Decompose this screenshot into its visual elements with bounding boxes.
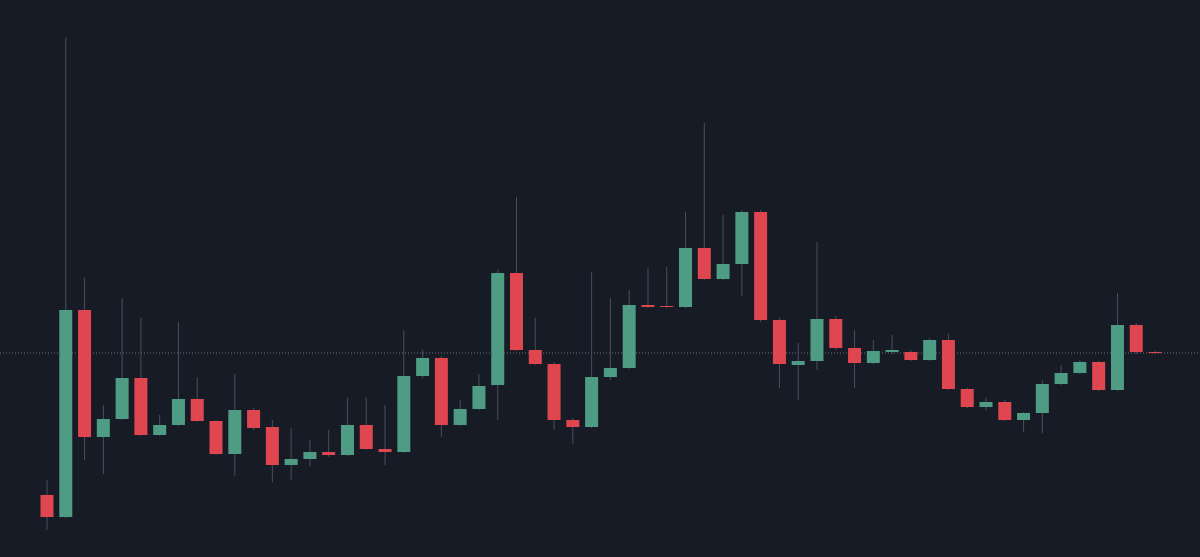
candle-body	[641, 305, 655, 307]
candle-body	[416, 358, 430, 376]
candle-body	[528, 350, 542, 364]
candle-body	[134, 378, 148, 435]
candle-body	[754, 212, 768, 320]
candle-body	[716, 264, 730, 279]
candle-body	[397, 376, 411, 452]
candle-body	[791, 361, 805, 365]
candle-body	[660, 306, 674, 307]
candle-body	[59, 310, 73, 517]
candle-body	[622, 305, 636, 368]
candle-body	[209, 421, 223, 454]
candle-body	[848, 348, 862, 363]
candle-body	[810, 319, 824, 361]
candle-body	[378, 449, 392, 452]
candle-body	[1054, 373, 1068, 384]
candle-body	[40, 495, 54, 517]
candle-body	[228, 410, 242, 454]
candle-body	[1110, 325, 1124, 390]
candle-body	[603, 368, 617, 377]
candle-body	[547, 364, 561, 420]
candle-body	[284, 459, 298, 465]
candle-body	[434, 358, 448, 425]
candle-body	[1035, 384, 1049, 413]
candle-body	[190, 399, 204, 421]
candle-body	[829, 319, 843, 348]
candle-body	[472, 386, 486, 409]
candle-body	[510, 273, 523, 350]
candle-body	[359, 425, 373, 449]
candle-body	[566, 420, 580, 427]
candle-body	[115, 378, 129, 419]
candle-body	[1092, 362, 1106, 390]
candle-body	[697, 248, 711, 279]
candle-body	[78, 310, 92, 437]
candle-body	[1073, 362, 1087, 373]
candle-body	[885, 350, 899, 352]
candle-body	[998, 402, 1012, 420]
candle-body	[1017, 413, 1031, 420]
candle-body	[340, 425, 354, 455]
candle-body	[247, 410, 261, 428]
candle-body	[491, 273, 505, 385]
candle-body	[960, 389, 974, 407]
candle-body	[153, 425, 167, 435]
candle-body	[322, 452, 336, 455]
candle-body	[585, 377, 599, 427]
candle-body	[303, 452, 317, 459]
candle-body	[772, 320, 786, 364]
candle-body	[923, 340, 937, 360]
candle-body	[453, 409, 467, 425]
candle-body	[265, 427, 279, 465]
candle-body	[1148, 352, 1162, 353]
candle-body	[904, 352, 918, 360]
candle-body	[96, 419, 110, 437]
candle-body	[941, 340, 955, 389]
candle-body	[735, 212, 749, 264]
candle-body	[1129, 325, 1143, 352]
candle-body	[979, 402, 993, 407]
candle-body	[679, 248, 693, 307]
candle-body	[866, 351, 880, 363]
candle-body	[171, 399, 185, 425]
